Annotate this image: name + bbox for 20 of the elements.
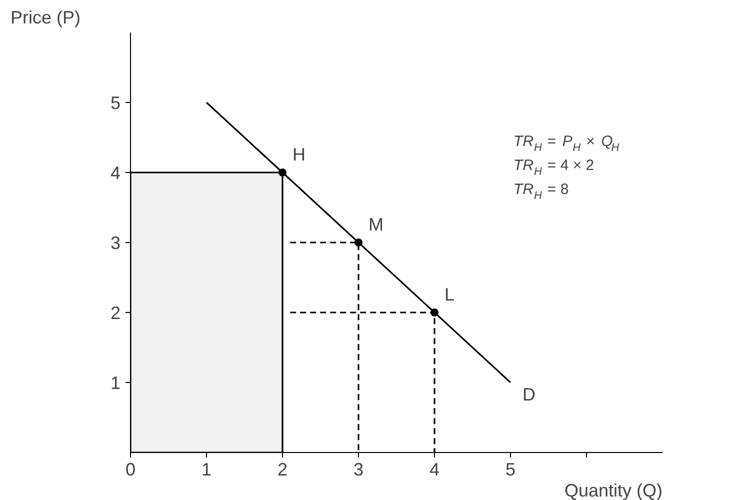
y-tick-label: 1 bbox=[110, 373, 121, 393]
point bbox=[354, 238, 362, 246]
y-tick-label: 4 bbox=[110, 163, 121, 183]
x-tick-label: 0 bbox=[125, 460, 136, 480]
series-label: D bbox=[522, 384, 536, 404]
x-tick-label: 5 bbox=[505, 460, 516, 480]
x-tick-label: 2 bbox=[277, 460, 288, 480]
y-tick-label: 5 bbox=[110, 93, 121, 113]
annotation: H bbox=[292, 144, 306, 164]
annotation: M bbox=[368, 214, 384, 234]
y-tick-label: 2 bbox=[110, 303, 121, 323]
x-tick-label: 1 bbox=[201, 460, 212, 480]
y-axis-title: Price (P) bbox=[10, 8, 81, 28]
x-axis-title: Quantity (Q) bbox=[564, 480, 663, 500]
point bbox=[278, 168, 286, 176]
x-tick-label: 4 bbox=[429, 460, 440, 480]
point bbox=[430, 308, 438, 316]
annotation: L bbox=[444, 284, 455, 304]
y-tick-label: 3 bbox=[110, 233, 121, 253]
x-tick-label: 3 bbox=[353, 460, 364, 480]
